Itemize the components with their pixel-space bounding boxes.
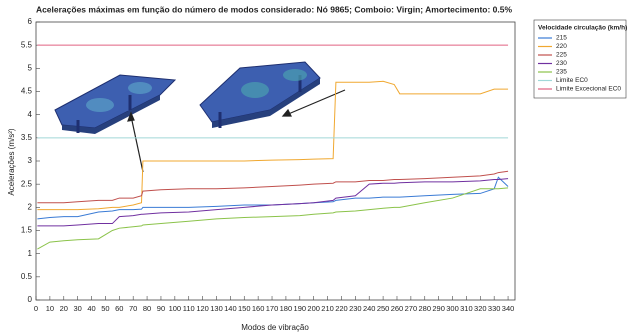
x-tick-label: 260 bbox=[391, 304, 404, 313]
x-tick-label: 80 bbox=[143, 304, 151, 313]
x-tick-label: 280 bbox=[418, 304, 431, 313]
legend-title: Velocidade circulação (km/h) bbox=[538, 25, 627, 32]
x-tick-label: 170 bbox=[266, 304, 279, 313]
x-tick-label: 330 bbox=[488, 304, 501, 313]
y-tick-label: 3.5 bbox=[21, 133, 33, 142]
x-tick-label: 20 bbox=[60, 304, 68, 313]
x-tick-label: 50 bbox=[101, 304, 109, 313]
legend-label: 215 bbox=[556, 35, 567, 42]
x-tick-label: 240 bbox=[363, 304, 376, 313]
legend-label: 230 bbox=[556, 60, 567, 67]
x-tick-label: 120 bbox=[196, 304, 209, 313]
y-tick-label: 5 bbox=[28, 63, 33, 72]
y-tick-label: 4.5 bbox=[21, 87, 33, 96]
x-tick-label: 320 bbox=[474, 304, 487, 313]
legend-label: 220 bbox=[556, 43, 567, 50]
y-tick-label: 1.5 bbox=[21, 226, 33, 235]
x-tick-label: 340 bbox=[502, 304, 515, 313]
x-tick-label: 60 bbox=[115, 304, 123, 313]
x-tick-label: 250 bbox=[377, 304, 390, 313]
x-axis-label: Modos de vibração bbox=[241, 323, 309, 332]
x-tick-label: 130 bbox=[210, 304, 223, 313]
x-tick-label: 300 bbox=[446, 304, 459, 313]
x-tick-label: 180 bbox=[280, 304, 293, 313]
y-tick-label: 1 bbox=[28, 249, 33, 258]
y-tick-label: 0.5 bbox=[21, 272, 33, 281]
legend-label: Limite EC0 bbox=[556, 77, 588, 84]
y-tick-label: 3 bbox=[28, 156, 33, 165]
x-tick-label: 270 bbox=[405, 304, 418, 313]
x-tick-label: 150 bbox=[238, 304, 251, 313]
x-tick-label: 90 bbox=[157, 304, 165, 313]
x-tick-label: 10 bbox=[46, 304, 54, 313]
legend-label: 225 bbox=[556, 52, 567, 59]
chart-title: Acelerações máximas em função do número … bbox=[36, 4, 513, 14]
y-tick-label: 2.5 bbox=[21, 179, 33, 188]
y-tick-label: 4 bbox=[28, 110, 33, 119]
y-tick-label: 0 bbox=[28, 295, 33, 304]
y-tick-label: 5.5 bbox=[21, 40, 33, 49]
y-tick-label: 6 bbox=[28, 17, 33, 26]
x-tick-label: 200 bbox=[307, 304, 320, 313]
x-tick-label: 160 bbox=[252, 304, 265, 313]
y-axis-label: Acelerações (m/s²) bbox=[7, 128, 16, 195]
y-tick-label: 2 bbox=[28, 202, 33, 211]
legend-label: 235 bbox=[556, 69, 567, 76]
legend-label: Limite Excecional EC0 bbox=[556, 86, 621, 93]
x-tick-label: 100 bbox=[169, 304, 182, 313]
x-tick-label: 310 bbox=[460, 304, 473, 313]
x-tick-label: 220 bbox=[335, 304, 348, 313]
x-tick-label: 110 bbox=[183, 304, 195, 313]
x-tick-label: 70 bbox=[129, 304, 137, 313]
x-tick-label: 210 bbox=[321, 304, 334, 313]
x-tick-label: 0 bbox=[34, 304, 38, 313]
x-tick-label: 230 bbox=[349, 304, 362, 313]
x-tick-label: 290 bbox=[432, 304, 445, 313]
x-tick-label: 140 bbox=[224, 304, 237, 313]
x-tick-label: 30 bbox=[73, 304, 81, 313]
x-tick-label: 40 bbox=[87, 304, 95, 313]
x-tick-label: 190 bbox=[294, 304, 307, 313]
chart: Acelerações máximas em função do número … bbox=[0, 0, 629, 335]
